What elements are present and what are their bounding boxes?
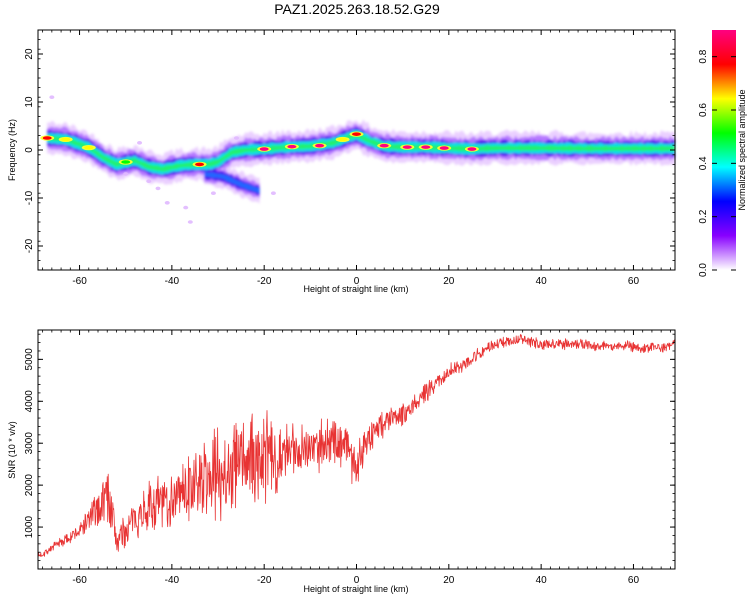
colorbar-gradient <box>712 30 736 270</box>
spectrogram-speckle <box>146 179 152 183</box>
spectrogram-peak <box>315 143 325 148</box>
spectrogram-ticks: -60 -40 -20 0 20 40 60 -20 -10 0 10 20 <box>24 29 675 287</box>
spectrogram-peak <box>287 144 297 149</box>
spectrogram-x-tick-label: -60 <box>72 276 87 287</box>
spectrogram-peak <box>338 137 348 142</box>
spectrogram-speckle <box>270 191 276 195</box>
colorbar-tick-label: 0.4 <box>698 156 709 170</box>
snr-x-tick-label: 0 <box>354 575 360 586</box>
spectrogram-peak <box>467 147 477 151</box>
snr-x-tick-label: 20 <box>443 575 455 586</box>
spectrogram-x-tick-label: 20 <box>443 276 455 287</box>
snr-x-tick-label: 40 <box>536 575 548 586</box>
snr-data <box>37 333 675 559</box>
spectrogram-peak <box>195 162 205 167</box>
colorbar-tick-label: 0.2 <box>698 209 709 223</box>
colorbar-tick-label: 0.8 <box>698 49 709 63</box>
snr-y-tick-label: 2000 <box>24 474 35 497</box>
spectrogram-speckle <box>49 95 55 99</box>
spectrogram-peak <box>379 143 389 148</box>
spectrogram-y-tick-label: 10 <box>24 96 35 108</box>
snr-x-tick-label: 60 <box>628 575 640 586</box>
spectrogram-peak <box>421 145 431 149</box>
spectrogram-panel: -60 -40 -20 0 20 40 60 -20 -10 0 10 20 Height of st… <box>7 29 676 294</box>
colorbar-tick-label: 0.6 <box>698 103 709 117</box>
spectrogram-core <box>47 131 675 172</box>
colorbar-tick-label: 0.0 <box>698 263 709 277</box>
colorbar: 0.0 0.2 0.4 0.6 0.8 Normalized spectral ampl… <box>698 30 747 277</box>
snr-y-tick-label: 3000 <box>24 432 35 455</box>
spectrogram-x-tick-label: 60 <box>628 276 640 287</box>
spectrogram-peak <box>121 160 131 164</box>
spectrogram-x-tick-label: 0 <box>354 276 360 287</box>
snr-panel: -60 -40 -20 0 20 40 60 1000 2000 3000 4000 5000 Hei… <box>7 329 676 594</box>
spectrogram-peak <box>259 147 269 151</box>
spectrogram-speckle <box>210 191 216 195</box>
spectrogram-speckle <box>137 141 143 145</box>
snr-y-tick-label: 1000 <box>24 516 35 539</box>
snr-ticks: -60 -40 -20 0 20 40 60 1000 2000 3000 4000 5000 <box>24 330 675 586</box>
snr-x-axis-label: Height of straight line (km) <box>303 584 408 594</box>
spectrogram-x-tick-label: 40 <box>536 276 548 287</box>
spectrogram-peak <box>61 137 71 142</box>
spectrogram-y-axis-label: Frequency (Hz) <box>7 119 17 181</box>
spectrogram-peak <box>352 132 361 136</box>
snr-y-axis-label: SNR (10 * v/v) <box>7 421 17 479</box>
snr-plot-area <box>38 330 675 569</box>
spectrogram-x-tick-label: -40 <box>165 276 180 287</box>
spectrogram-speckle <box>164 201 170 205</box>
spectrogram-peak <box>84 145 94 150</box>
snr-x-tick-label: -20 <box>257 575 272 586</box>
spectrogram-y-tick-label: -10 <box>24 190 35 205</box>
spectrogram-speckle <box>155 186 161 191</box>
spectrogram-x-tick-label: -20 <box>257 276 272 287</box>
colorbar-ticks: 0.0 0.2 0.4 0.6 0.8 <box>698 49 736 277</box>
snr-y-tick-label: 5000 <box>24 348 35 371</box>
snr-line <box>37 333 675 559</box>
spectrogram-branch-mid <box>204 171 260 194</box>
snr-x-tick-label: -40 <box>165 575 180 586</box>
spectrogram-peak <box>439 146 449 150</box>
colorbar-label: Normalized spectral amplitude <box>737 89 747 210</box>
snr-x-tick-label: -60 <box>72 575 87 586</box>
spectrogram-speckle <box>123 172 129 176</box>
snr-y-tick-label: 4000 <box>24 390 35 413</box>
spectrogram-x-axis-label: Height of straight line (km) <box>303 284 408 294</box>
spectrogram-speckle <box>187 220 193 224</box>
spectrogram-peak <box>42 136 52 140</box>
spectrogram-y-tick-label: -20 <box>24 238 35 253</box>
spectrogram-data <box>40 95 675 224</box>
spectrogram-peak <box>402 145 412 149</box>
figure-title: PAZ1.2025.263.18.52.G29 <box>274 1 440 17</box>
spectrogram-y-tick-label: 0 <box>24 147 35 153</box>
spectrogram-y-tick-label: 20 <box>24 48 35 60</box>
spectrogram-speckle <box>233 136 239 140</box>
spectrogram-speckle <box>183 205 189 210</box>
